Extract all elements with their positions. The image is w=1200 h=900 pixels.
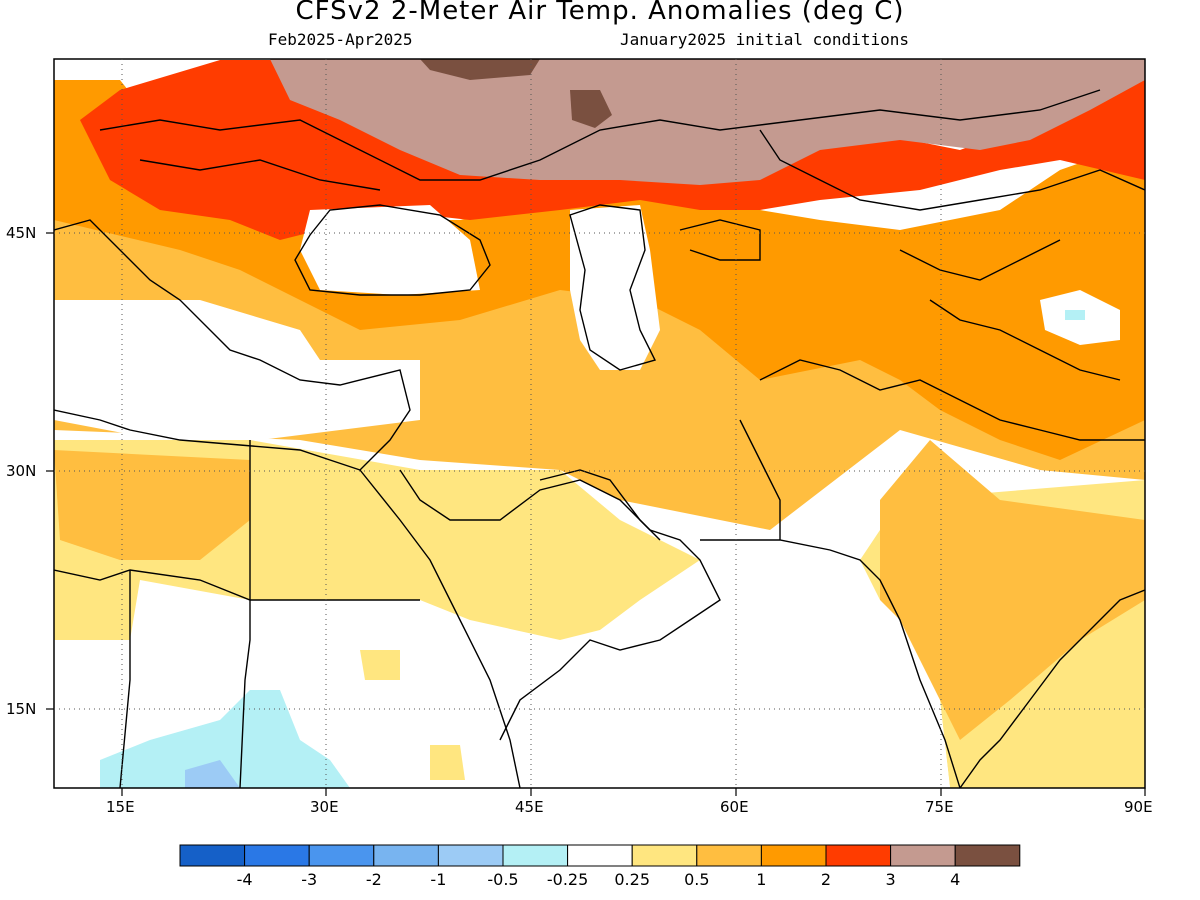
lon-label-60e: 60E [720,798,749,816]
legend-label-5: -0.25 [546,870,589,889]
legend-label-2: -2 [365,870,382,889]
legend-label-11: 4 [950,870,961,889]
lon-label-75e: 75E [925,798,954,816]
legend-label-1: -3 [301,870,318,889]
coastlines [54,89,1145,788]
legend-swatch-0 [179,844,246,867]
anomaly-region-yellow [54,440,1145,788]
anomaly-region-yellow-3 [430,745,465,780]
legend-label-4: -0.5 [487,870,519,889]
lon-label-30e: 30E [310,798,339,816]
legend-swatch-7 [631,844,698,867]
forecast-period: Feb2025-Apr2025 [268,30,413,49]
legend-swatch-8 [696,844,762,867]
lon-label-45e: 45E [515,798,544,816]
legend-colorbar [179,844,1021,867]
map-frame [53,58,1146,789]
anomaly-region-pink [270,59,1145,185]
anomaly-region-brown [420,59,540,80]
legend-swatch-5 [502,844,569,867]
legend-label-10: 3 [885,870,896,889]
anomaly-region-cold-1 [100,690,350,788]
lon-label-15e: 15E [106,798,135,816]
legend-swatch-1 [244,844,310,867]
legend-swatch-6 [567,844,633,867]
lat-label-45n: 45N [6,224,37,242]
anomaly-region-yellow-2 [360,650,400,680]
initial-conditions-label: January2025 initial conditions [620,30,909,49]
legend-swatch-9 [760,844,827,867]
lon-label-90e: 90E [1124,798,1153,816]
anomaly-region-light-orange-2 [54,450,250,560]
neutral-region-blacksea [300,205,480,295]
anomaly-region-brown-2 [570,90,612,128]
legend-swatch-3 [373,844,439,867]
legend-swatch-10 [825,844,892,867]
legend-label-3: -1 [430,870,447,889]
anomaly-field [54,59,1145,788]
neutral-region-africa [54,580,440,788]
lat-label-30n: 30N [6,462,37,480]
legend-label-6: 0.25 [614,870,650,889]
legend-label-0: -4 [236,870,253,889]
anomaly-region-cold-2 [185,760,240,788]
legend-swatch-12 [954,844,1021,867]
legend-label-7: 0.5 [684,870,710,889]
axis-ticks [46,232,1146,796]
neutral-region-arabian-sea [490,560,950,788]
legend-swatch-11 [890,844,956,867]
legend-swatch-4 [437,844,504,867]
legend-swatch-2 [308,844,375,867]
map-title: CFSv2 2-Meter Air Temp. Anomalies (deg C… [295,0,905,26]
lat-label-15n: 15N [6,700,37,718]
legend-label-9: 2 [820,870,832,889]
grid-lines [54,59,1145,788]
legend-label-8: 1 [756,870,767,889]
anomaly-region-cold-3 [1065,310,1085,320]
neutral-region-mediterranean [54,300,420,440]
neutral-region-caspian [570,205,660,370]
